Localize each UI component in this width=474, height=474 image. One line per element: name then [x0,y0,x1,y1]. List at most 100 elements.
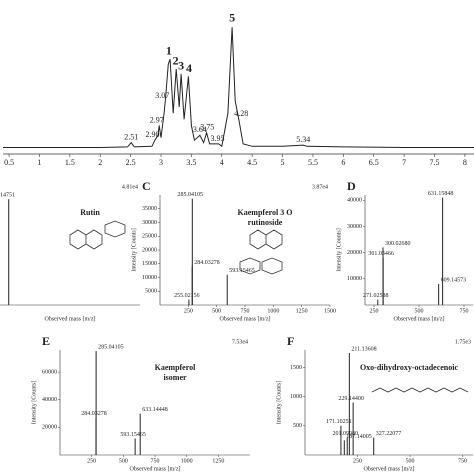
structure-sketches [69,220,469,393]
x-tick-label: 2 [98,158,102,167]
peak-annotation: 2.97 [150,115,164,124]
x-tick-label: 1250 [296,308,308,314]
x-tick-label: 5 [281,158,285,167]
scale-label: 4.81e4 [122,184,138,190]
kaempferol-rutinoside-structure [239,229,283,275]
y-tick-label: 40000 [347,198,362,204]
panel-letter: C [142,179,151,193]
peak-label: 284.03278 [194,260,220,266]
peak-annotation: 3 [178,58,184,72]
peak-label: 171.10251 [326,419,352,425]
peak-label: 285.04105 [98,344,124,350]
peak-label: 201.09980 [332,431,358,437]
x-tick-label: 5.5 [308,158,318,167]
peak-label: 633.14448 [142,407,168,413]
x-tick-label: 500 [212,308,221,314]
compound-name: Oxo-dihydroxy-octadecenoic [360,363,459,372]
peak-label: 609.14573 [441,277,467,283]
compound-name: rutinoside [248,218,283,227]
peak-label: 285.04105 [178,192,204,198]
x-tick-label: 4.5 [247,158,257,167]
peak-annotation: 2.90 [146,130,160,139]
x-tick-label: 4 [220,158,224,167]
peak-label: 593.15465 [120,432,146,438]
scale-label: 1.75e3 [455,339,471,345]
x-axis-title: Observed mass [m/z] [364,466,415,472]
compound-name: isomer [163,373,187,382]
y-tick-label: 20000 [347,250,362,256]
peak-annotation: 3.75 [200,123,214,132]
x-axis-title: Observed mass [m/z] [130,466,181,472]
x-tick-label: 750 [460,308,469,314]
y-tick-label: 30000 [142,220,157,226]
x-tick-label: 0.5 [4,158,14,167]
y-axis-title: Intensity [Counts] [31,381,37,425]
x-tick-label: 250 [184,308,193,314]
peak-annotation: 4 [186,61,192,75]
peak-annotation: 2.51 [124,133,138,142]
peak-annotation: 3.64 [193,125,207,134]
x-tick-label: 3.5 [186,158,196,167]
x-tick-label: 1 [37,158,41,167]
peak-label: 631.15848 [428,191,454,197]
x-tick-label: 250 [370,308,379,314]
x-tick-label: 500 [406,458,415,464]
x-tick-label: 8 [463,158,467,167]
peak-label: 593.15465 [229,268,255,274]
y-tick-label: 500 [293,423,302,429]
peak-label: 284.03278 [81,411,107,417]
y-tick-label: 20000 [142,247,157,253]
x-tick-label: 6 [341,158,345,167]
peak-label: .14751 [0,193,15,199]
peak-annotation: 5.34 [296,135,310,144]
x-tick-label: 3 [159,158,163,167]
panel-letter: E [42,334,50,348]
y-tick-label: 5000 [145,289,157,295]
x-axis-title: Observed mass [m/z] [45,316,96,322]
x-tick-label: 750 [241,308,250,314]
x-tick-label: 250 [353,458,362,464]
peak-annotation: 3.95 [211,134,225,143]
x-tick-label: 1000 [267,308,279,314]
compound-name: Kaempferol 3 O [238,208,293,217]
x-tick-label: 750 [458,458,467,464]
x-tick-label: 1500 [324,308,336,314]
x-tick-label: 1000 [181,458,193,464]
y-tick-label: 40000 [42,397,57,403]
rutin-structure [69,220,126,250]
compound-name: Kaempferol [155,363,197,372]
peak-annotation: 5 [229,10,235,24]
y-axis-title: Intensity [Counts] [276,381,282,425]
x-tick-label: 7 [402,158,406,167]
peak-annotation: 1 [166,44,172,58]
y-tick-label: 1000 [290,394,302,400]
peak-annotation: 2 [173,53,179,67]
peak-label: 255.02156 [174,293,200,299]
peak-label: 271.02588 [363,293,389,299]
y-tick-label: 10000 [347,276,362,282]
y-tick-label: 30000 [347,224,362,230]
y-axis-title: Intensity [Counts] [336,228,342,272]
x-tick-label: 500 [119,458,128,464]
x-tick-label: 1250 [212,458,224,464]
oxo-structure [371,387,469,393]
x-tick-label: 6.5 [369,158,379,167]
panel-letter: D [347,179,356,193]
scale-label: 3.87e4 [312,184,328,190]
peak-label: 211.13608 [351,346,376,352]
y-tick-label: 25000 [142,234,157,240]
x-axis-title: Observed mass [m/z] [220,316,271,322]
peak-label: 300.02680 [385,241,411,247]
chromatogram-trace [3,27,474,148]
y-tick-label: 35000 [142,206,157,212]
x-tick-label: 1.5 [65,158,75,167]
compound-name: Rutin [80,208,100,217]
peak-label: 229.14400 [338,396,364,402]
peak-annotation: 3.07 [155,91,169,100]
peak-label: 187.14005 [346,434,372,440]
y-tick-label: 15000 [142,261,157,267]
x-tick-label: 2.5 [126,158,136,167]
x-tick-label: 500 [415,308,424,314]
